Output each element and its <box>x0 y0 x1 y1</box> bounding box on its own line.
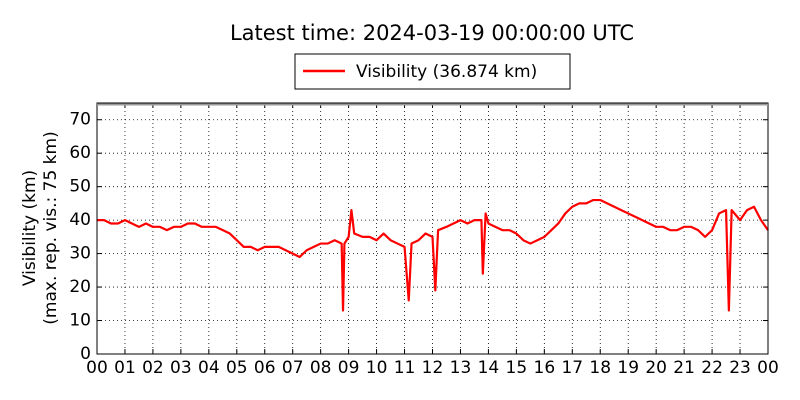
x-tick-label: 07 <box>282 358 304 378</box>
x-tick-label: 20 <box>645 358 667 378</box>
x-tick-label: 00 <box>757 358 779 378</box>
x-tick-label: 15 <box>506 358 528 378</box>
x-tick-label: 17 <box>561 358 583 378</box>
x-tick-label: 10 <box>366 358 388 378</box>
x-tick-label: 16 <box>534 358 556 378</box>
x-tick-label: 12 <box>422 358 444 378</box>
x-tick-label: 04 <box>198 358 220 378</box>
x-tick-label: 02 <box>142 358 164 378</box>
x-tick-label: 18 <box>589 358 611 378</box>
y-tick-label: 0 <box>80 344 91 364</box>
x-tick-label: 05 <box>226 358 248 378</box>
legend-label: Visibility (36.874 km) <box>356 62 537 82</box>
y-tick-label: 50 <box>69 177 91 197</box>
x-tick-label: 23 <box>729 358 751 378</box>
x-tick-label: 08 <box>310 358 332 378</box>
y-axis-label: (max. rep. vis.: 75 km) <box>41 131 61 324</box>
y-tick-label: 10 <box>69 311 91 331</box>
y-tick-label: 30 <box>69 244 91 264</box>
x-tick-label: 22 <box>701 358 723 378</box>
chart-title: Latest time: 2024-03-19 00:00:00 UTC <box>230 21 634 45</box>
x-tick-label: 06 <box>254 358 276 378</box>
x-tick-label: 01 <box>114 358 136 378</box>
y-axis-label: Visibility (km) <box>20 170 40 286</box>
x-tick-label: 21 <box>673 358 695 378</box>
y-tick-label: 60 <box>69 143 91 163</box>
x-tick-label: 14 <box>478 358 500 378</box>
y-tick-label: 70 <box>69 110 91 130</box>
x-tick-label: 11 <box>394 358 416 378</box>
x-tick-label: 13 <box>450 358 472 378</box>
data-line <box>97 198 769 312</box>
x-tick-label: 03 <box>170 358 192 378</box>
plot-frame <box>96 102 769 355</box>
y-tick-label: 20 <box>69 277 91 297</box>
x-tick-label: 09 <box>338 358 360 378</box>
x-tick-label: 00 <box>86 358 108 378</box>
y-tick-label: 40 <box>69 210 91 230</box>
x-tick-label: 19 <box>617 358 639 378</box>
